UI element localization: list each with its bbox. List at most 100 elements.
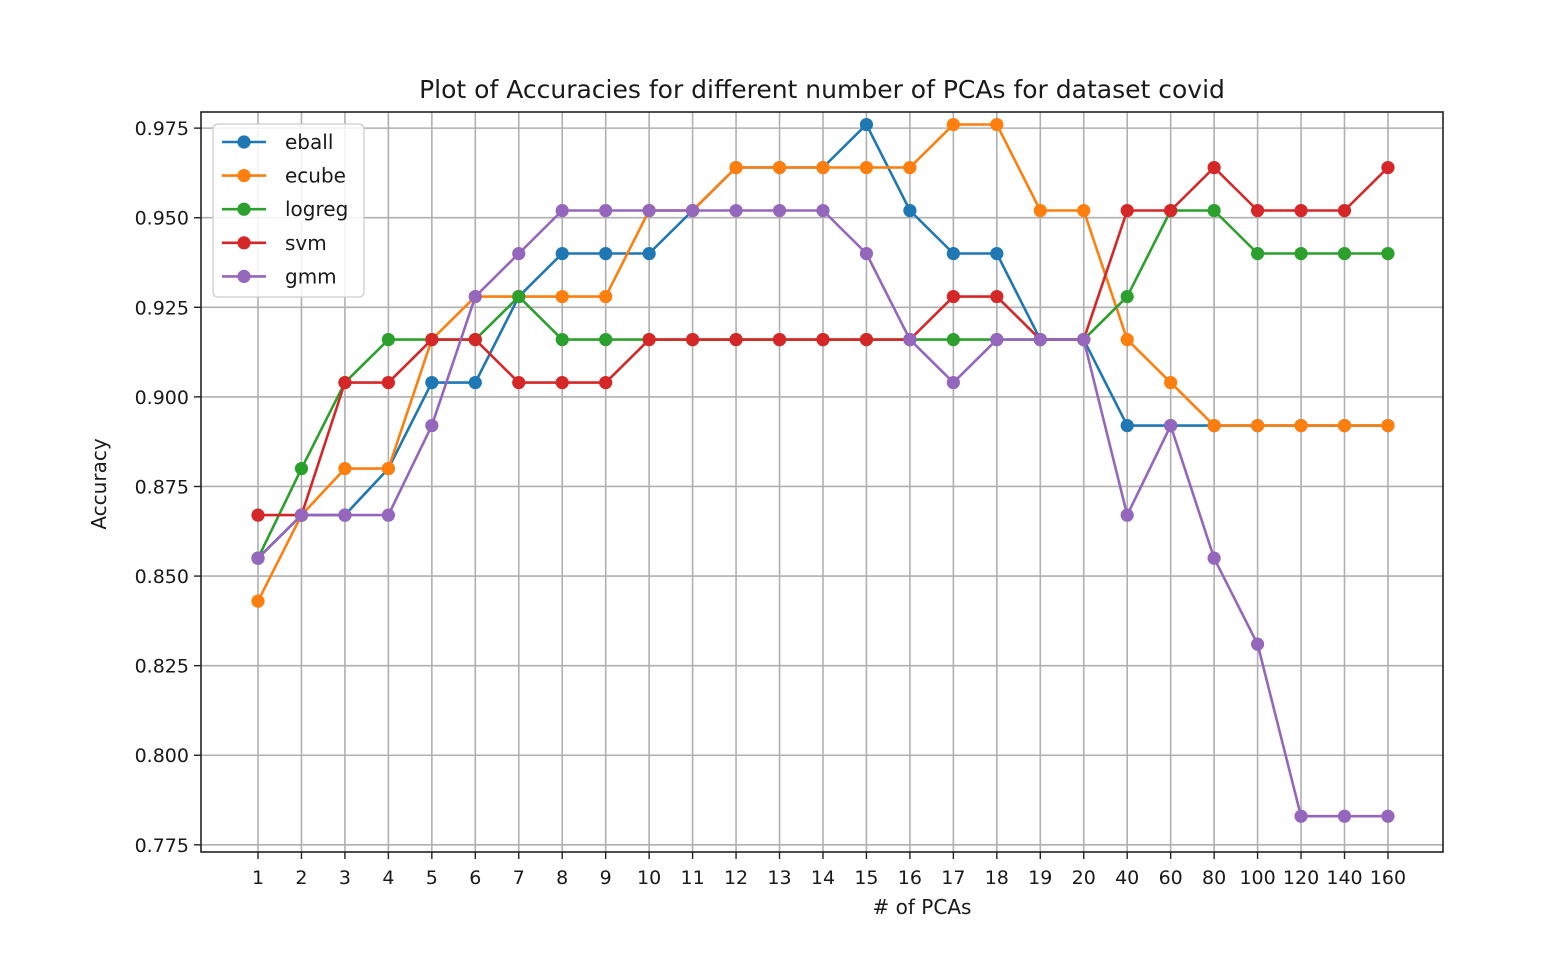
x-tick-label: 19 <box>1028 867 1052 889</box>
data-point-gmm <box>1077 332 1091 347</box>
data-point-ecube <box>251 594 265 608</box>
x-tick-label: 10 <box>637 867 661 889</box>
x-tick-label: 160 <box>1370 867 1406 889</box>
data-point-gmm <box>1294 809 1308 823</box>
x-axis-label: # of PCAs <box>873 895 972 919</box>
x-tick-label: 5 <box>426 867 438 889</box>
data-point-logreg <box>1120 289 1134 304</box>
series-layer <box>251 117 1395 823</box>
data-point-ecube <box>816 160 830 175</box>
data-point-logreg <box>1294 246 1308 261</box>
legend-item-logreg: logreg <box>222 197 348 221</box>
x-tick-label: 11 <box>681 867 705 889</box>
data-point-gmm <box>686 203 700 218</box>
data-point-eball <box>599 246 613 261</box>
chart-title: Plot of Accuracies for different number … <box>419 75 1225 104</box>
data-point-ecube <box>1337 418 1352 433</box>
legend-item-gmm: gmm <box>222 264 337 288</box>
x-axis: 1 2 3 4 5 6 7 8 9 10 11 12 13 14 15 16 17 18 19 20 40 60 80 100… <box>252 852 1406 889</box>
x-tick-label: 15 <box>854 867 878 889</box>
data-point-ecube <box>1250 418 1265 433</box>
x-tick-label: 13 <box>767 867 791 889</box>
data-point-svm <box>1381 160 1395 175</box>
legend-label: svm <box>285 231 327 255</box>
data-point-svm <box>555 375 569 390</box>
data-point-svm <box>729 332 743 347</box>
data-point-ecube <box>381 461 395 476</box>
data-point-ecube <box>338 461 352 476</box>
data-point-svm <box>468 332 482 347</box>
x-tick-label: 9 <box>600 867 612 889</box>
x-tick-label: 80 <box>1202 867 1226 889</box>
x-tick-label: 2 <box>295 867 307 889</box>
data-point-logreg <box>381 332 395 347</box>
legend-marker <box>237 202 251 216</box>
data-point-ecube <box>555 289 569 304</box>
data-point-gmm <box>990 332 1004 347</box>
data-point-gmm <box>1337 809 1352 823</box>
y-tick-label: 0.900 <box>135 387 189 409</box>
data-point-svm <box>1250 203 1265 218</box>
data-point-gmm <box>1250 637 1265 651</box>
data-point-svm <box>1164 203 1178 218</box>
data-point-logreg <box>294 461 309 476</box>
data-point-svm <box>1120 203 1134 218</box>
y-tick-label: 0.850 <box>135 566 189 588</box>
data-point-gmm <box>1120 508 1134 522</box>
data-point-logreg <box>1381 246 1395 261</box>
data-point-logreg <box>1337 246 1352 261</box>
data-point-ecube <box>772 160 787 175</box>
legend-item-ecube: ecube <box>222 164 346 188</box>
x-tick-label: 6 <box>469 867 481 889</box>
data-point-gmm <box>251 551 265 565</box>
legend-item-eball: eball <box>222 130 333 154</box>
y-tick-label: 0.775 <box>135 835 189 857</box>
data-point-logreg <box>946 332 960 347</box>
data-point-eball <box>859 117 874 132</box>
data-point-svm <box>425 332 439 347</box>
data-point-ecube <box>1207 418 1221 433</box>
data-point-svm <box>816 332 830 347</box>
data-point-gmm <box>642 203 656 218</box>
data-point-logreg <box>1207 203 1221 218</box>
data-point-eball <box>425 375 439 390</box>
data-point-svm <box>642 332 656 347</box>
x-tick-label: 17 <box>941 867 965 889</box>
data-point-gmm <box>1033 332 1047 347</box>
data-point-gmm <box>555 203 569 218</box>
data-point-ecube <box>1120 332 1134 347</box>
legend-marker <box>237 169 251 183</box>
data-point-gmm <box>816 203 830 218</box>
x-tick-label: 16 <box>898 867 922 889</box>
data-point-svm <box>1337 203 1352 218</box>
legend-label: gmm <box>285 264 337 288</box>
y-axis: 0.775 0.800 0.825 0.850 0.875 0.900 0.925 0.950… <box>135 118 201 857</box>
data-point-gmm <box>512 246 526 261</box>
legend-marker <box>237 135 251 149</box>
data-point-eball <box>642 246 656 261</box>
plot-frame <box>200 111 1444 853</box>
y-tick-label: 0.875 <box>135 476 189 498</box>
data-point-svm <box>381 375 395 390</box>
data-point-ecube <box>859 160 874 175</box>
data-point-gmm <box>1207 551 1221 565</box>
y-tick-label: 0.975 <box>135 118 189 140</box>
data-point-eball <box>555 246 569 261</box>
y-axis-label: Accuracy <box>87 438 111 529</box>
data-point-ecube <box>903 160 917 175</box>
data-point-svm <box>686 332 700 347</box>
data-point-gmm <box>1164 418 1178 433</box>
x-tick-label: 100 <box>1239 867 1275 889</box>
legend-item-svm: svm <box>222 231 327 255</box>
data-point-eball <box>990 246 1004 261</box>
data-point-ecube <box>1294 418 1308 433</box>
data-point-gmm <box>946 375 960 390</box>
data-point-svm <box>512 375 526 390</box>
data-point-gmm <box>903 332 917 347</box>
data-point-svm <box>338 375 352 390</box>
x-tick-label: 20 <box>1072 867 1096 889</box>
data-point-logreg <box>555 332 569 347</box>
x-tick-label: 3 <box>339 867 351 889</box>
data-point-ecube <box>1077 203 1091 218</box>
